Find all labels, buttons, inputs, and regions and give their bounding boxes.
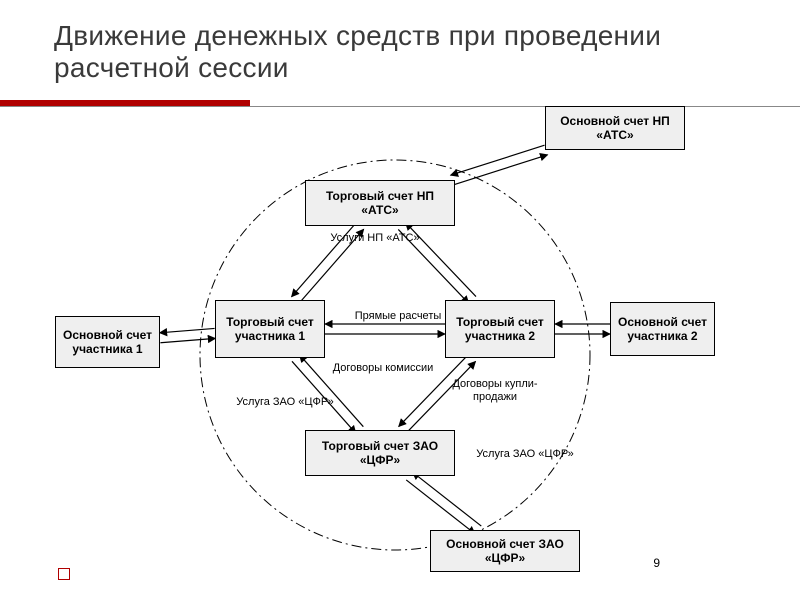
label-l_direct: Прямые расчеты	[343, 310, 453, 323]
footer-square-icon	[58, 568, 70, 580]
label-l_atc_serv: Услуги НП «АТС»	[320, 232, 430, 245]
page-number: 9	[653, 556, 660, 570]
node-trade_atc: Торговый счет НП «АТС»	[305, 180, 455, 226]
node-main_p1: Основной счет участника 1	[55, 316, 160, 368]
label-l_buy: Договоры купли-продажи	[440, 378, 550, 403]
node-main_cfr: Основной счет ЗАО «ЦФР»	[430, 530, 580, 572]
node-main_atc: Основной счет НП «АТС»	[545, 106, 685, 150]
node-trade_cfr: Торговый счет ЗАО «ЦФР»	[305, 430, 455, 476]
node-main_p2: Основной счет участника 2	[610, 302, 715, 356]
page-title: Движение денежных средств при проведении…	[54, 20, 800, 84]
node-trade_p1: Торговый счет участника 1	[215, 300, 325, 358]
diagram-svg	[0, 0, 800, 600]
label-l_cfr1: Услуга ЗАО «ЦФР»	[230, 396, 340, 409]
label-l_commis: Договоры комиссии	[328, 362, 438, 375]
label-l_cfr2: Услуга ЗАО «ЦФР»	[470, 448, 580, 461]
node-trade_p2: Торговый счет участника 2	[445, 300, 555, 358]
